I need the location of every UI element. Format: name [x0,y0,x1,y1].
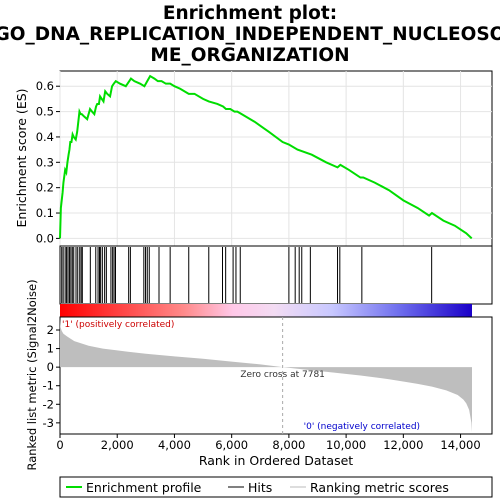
es-profile-line [59,74,473,240]
x-axis-label: Rank in Ordered Dataset [199,453,353,468]
metric-tick-label: -2 [43,397,54,411]
metric-tick-label: -3 [43,416,54,430]
legend-hits-label: Hits [248,480,272,495]
x-tick-label: 2,000 [101,438,134,452]
legend-box [59,476,493,498]
es-tick-label: 0.3 [36,155,54,169]
metric-area [60,318,472,433]
x-tick-label: 10,000 [326,438,366,452]
es-tick-label: 0.2 [36,181,54,195]
es-ylabel: Enrichment score (ES) [14,88,29,227]
hits-panel [59,245,493,305]
title-line-1: Enrichment plot: [163,3,337,24]
x-tick-label: 6,000 [215,438,248,452]
es-tick-label: 0.0 [36,231,54,245]
x-ticks: 0 2,000 4,000 6,000 8,000 10,000 12,000 14,000 [56,434,481,452]
es-panel [59,70,493,247]
es-tick-label: 0.1 [36,206,54,220]
title-line-3: ME_ORGANIZATION [150,45,349,66]
x-tick-label: 0 [56,438,63,452]
metric-tick-label: -1 [43,379,54,393]
x-tick-label: 8,000 [272,438,305,452]
es-tick-label: 0.5 [36,105,54,119]
positive-label: '1' (positively correlated) [62,320,174,330]
es-tick-label: 0.4 [36,130,54,144]
es-tick-label: 0.6 [36,79,54,93]
metric-tick-label: 0 [47,360,54,374]
hits-marks [61,247,433,303]
metric-tick-label: 1 [47,342,54,356]
es-y-ticks: 0.0 0.1 0.2 0.3 0.4 0.5 0.6 [36,79,60,245]
legend-es-label: Enrichment profile [86,480,202,495]
rank-color-bar [60,304,472,317]
metric-y-ticks: 2 1 0 -1 -2 -3 [43,323,60,430]
x-tick-label: 12,000 [383,438,423,452]
negative-label: '0' (negatively correlated) [304,422,420,432]
metric-tick-label: 2 [47,323,54,337]
legend-metric-label: Ranking metric scores [310,480,449,495]
x-tick-label: 4,000 [158,438,191,452]
x-tick-label: 14,000 [440,438,480,452]
title-line-2: GO_DNA_REPLICATION_INDEPENDENT_NUCLEOSO [0,24,500,45]
zero-cross-label: Zero cross at 7781 [240,370,325,380]
metric-ylabel: Ranked list metric (Signal2Noise) [25,279,39,470]
